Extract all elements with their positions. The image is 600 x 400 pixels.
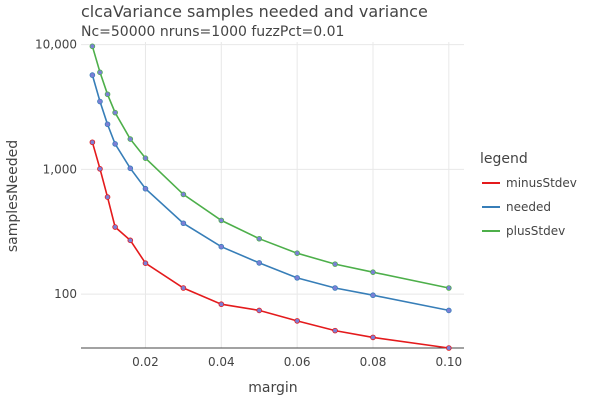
y-axis-title: samplesNeeded bbox=[5, 140, 21, 252]
x-tick-label: 0.04 bbox=[208, 355, 235, 369]
data-point bbox=[180, 191, 187, 198]
chart-title: clcaVariance samples needed and variance bbox=[81, 2, 428, 21]
series-needed bbox=[89, 72, 452, 314]
y-tick-label: 100 bbox=[54, 287, 77, 301]
data-point bbox=[256, 235, 263, 242]
data-point bbox=[256, 307, 263, 314]
x-tick-label: 0.06 bbox=[284, 355, 311, 369]
data-point bbox=[112, 109, 118, 116]
data-point bbox=[370, 292, 376, 299]
data-point bbox=[370, 334, 376, 341]
series-layer bbox=[89, 43, 452, 351]
data-point bbox=[104, 121, 111, 128]
series-minusStdev bbox=[89, 139, 452, 351]
data-point bbox=[332, 285, 338, 291]
data-point bbox=[104, 91, 111, 98]
legend-label-plusStdev: plusStdev bbox=[506, 224, 565, 238]
data-point bbox=[294, 250, 300, 256]
data-point bbox=[446, 307, 452, 314]
data-point bbox=[89, 72, 96, 78]
axes: 0.02 0.04 0.06 0.08 0.10 100 1,000 10,000 bbox=[35, 38, 464, 369]
x-axis-title: margin bbox=[248, 380, 297, 396]
data-point bbox=[218, 243, 225, 250]
data-point bbox=[89, 139, 96, 146]
data-point bbox=[127, 237, 134, 244]
y-tick-label: 10,000 bbox=[35, 38, 77, 52]
grid bbox=[81, 42, 464, 348]
data-point bbox=[97, 98, 103, 105]
data-point bbox=[218, 217, 225, 224]
series-plusStdev bbox=[89, 43, 452, 291]
data-point bbox=[127, 165, 134, 172]
data-point bbox=[112, 141, 118, 147]
x-tick-label: 0.02 bbox=[132, 355, 159, 369]
y-tick-label: 1,000 bbox=[43, 162, 77, 176]
x-tick-label: 0.08 bbox=[360, 355, 387, 369]
data-point bbox=[89, 43, 96, 50]
data-point bbox=[256, 260, 263, 266]
data-point bbox=[446, 345, 452, 351]
chart-subtitle: Nc=50000 nruns=1000 fuzzPct=0.01 bbox=[81, 24, 344, 40]
legend-label-minusStdev: minusStdev bbox=[506, 176, 577, 190]
data-point bbox=[142, 155, 149, 161]
data-point bbox=[97, 166, 103, 172]
data-point bbox=[180, 285, 187, 291]
legend-label-needed: needed bbox=[506, 200, 551, 214]
x-tick-label: 0.10 bbox=[435, 355, 462, 369]
data-point bbox=[446, 285, 452, 291]
data-point bbox=[218, 301, 225, 308]
data-point bbox=[112, 224, 118, 230]
data-point bbox=[332, 261, 338, 267]
data-point bbox=[97, 69, 103, 76]
data-point bbox=[142, 185, 149, 192]
data-point bbox=[104, 194, 111, 200]
data-point bbox=[294, 318, 300, 324]
data-point bbox=[332, 327, 338, 334]
legend-title: legend bbox=[480, 151, 528, 167]
data-point bbox=[127, 136, 134, 142]
data-point bbox=[180, 220, 187, 227]
data-point bbox=[142, 260, 149, 267]
legend: legend minusStdev needed plusStdev bbox=[480, 151, 577, 238]
data-point bbox=[370, 269, 376, 275]
data-point bbox=[294, 275, 300, 281]
